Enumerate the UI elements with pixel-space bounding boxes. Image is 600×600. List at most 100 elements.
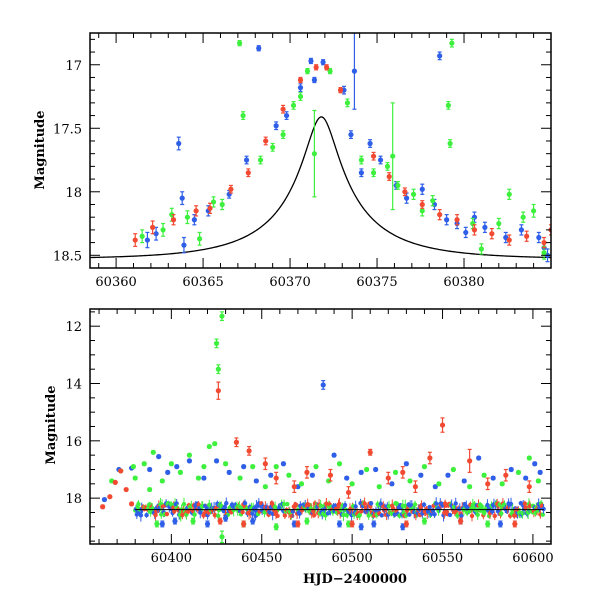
- data-point: [196, 236, 203, 242]
- data-point: [297, 77, 304, 83]
- data-point: [436, 481, 442, 487]
- data-point: [150, 224, 156, 230]
- data-point: [154, 521, 160, 527]
- data-point: [449, 40, 455, 46]
- data-point: [437, 53, 443, 59]
- data-point: [515, 469, 522, 475]
- baseline-point: [311, 509, 316, 514]
- baseline-point: [222, 504, 227, 510]
- data-point: [490, 475, 496, 481]
- baseline-point: [290, 509, 296, 514]
- baseline-point: [508, 501, 514, 507]
- data-point: [478, 246, 485, 252]
- data-point: [476, 455, 482, 461]
- data-point: [186, 452, 193, 458]
- baseline-point: [275, 513, 280, 519]
- data-point: [385, 475, 391, 481]
- x-tick-label: 60360: [95, 275, 136, 290]
- x-tick-label: 60600: [512, 551, 553, 566]
- data-point: [128, 501, 135, 507]
- plot-area: [90, 33, 551, 263]
- data-point: [485, 481, 491, 487]
- data-point: [233, 439, 240, 445]
- data-point: [320, 59, 326, 65]
- plot-area: [100, 311, 546, 544]
- x-tick-label: 60365: [182, 275, 223, 290]
- baseline-point: [353, 504, 358, 509]
- baseline-point: [254, 504, 259, 509]
- baseline-point: [144, 512, 149, 518]
- data-point: [100, 504, 106, 510]
- data-point: [262, 484, 268, 490]
- baseline-point: [412, 502, 418, 507]
- baseline-point: [485, 502, 490, 508]
- baseline-point: [341, 512, 346, 518]
- baseline-point: [174, 501, 179, 506]
- data-point: [273, 524, 279, 530]
- data-point: [497, 521, 503, 527]
- data-point: [412, 484, 419, 490]
- data-point: [358, 469, 364, 475]
- data-point: [421, 518, 428, 524]
- data-point: [506, 191, 512, 197]
- data-point: [280, 461, 287, 467]
- data-point: [419, 208, 425, 214]
- data-point: [467, 484, 473, 490]
- data-point: [367, 449, 373, 455]
- data-point: [344, 100, 351, 106]
- baseline-point: [432, 512, 437, 517]
- bottom-x-axis-label: HJD−2400000: [303, 572, 407, 587]
- data-point: [219, 201, 225, 208]
- data-point: [147, 486, 153, 493]
- data-point: [304, 68, 311, 74]
- baseline-point: [459, 513, 464, 519]
- data-point: [421, 464, 428, 470]
- data-point: [532, 461, 538, 467]
- data-point: [506, 237, 512, 243]
- baseline-point: [136, 501, 141, 507]
- data-point: [395, 182, 401, 189]
- data-point: [377, 157, 384, 163]
- data-point: [376, 484, 382, 490]
- baseline-point: [181, 501, 187, 507]
- data-point: [191, 217, 197, 223]
- data-point: [217, 518, 223, 524]
- data-point: [331, 452, 337, 458]
- baseline-point: [242, 500, 248, 506]
- data-point: [512, 521, 518, 527]
- baseline-point: [475, 512, 480, 518]
- data-point: [186, 458, 193, 464]
- data-point: [184, 214, 191, 220]
- baseline-point: [297, 511, 302, 516]
- data-point: [336, 461, 343, 467]
- data-point: [427, 455, 433, 461]
- data-point: [327, 472, 334, 478]
- data-point: [304, 518, 310, 524]
- data-point: [327, 68, 333, 74]
- baseline-point: [153, 512, 158, 518]
- data-point: [358, 524, 364, 530]
- data-point: [358, 157, 364, 163]
- data-point: [226, 469, 232, 475]
- data-point: [537, 469, 543, 475]
- data-point: [280, 106, 286, 112]
- data-point: [246, 448, 252, 454]
- data-point: [165, 469, 171, 475]
- baseline-point: [407, 512, 412, 517]
- data-point: [212, 441, 218, 447]
- data-point: [219, 313, 225, 319]
- data-point: [437, 212, 443, 218]
- data-point: [297, 93, 304, 100]
- baseline-point: [272, 504, 278, 510]
- data-point: [123, 486, 129, 493]
- data-point: [524, 233, 530, 239]
- data-point: [241, 464, 247, 470]
- data-point: [523, 475, 529, 481]
- baseline-point: [520, 511, 525, 516]
- data-point: [237, 40, 243, 46]
- data-point: [150, 449, 156, 455]
- data-point: [176, 140, 182, 147]
- data-point: [386, 173, 392, 180]
- baseline-point: [172, 509, 177, 514]
- model-curve: [90, 116, 551, 259]
